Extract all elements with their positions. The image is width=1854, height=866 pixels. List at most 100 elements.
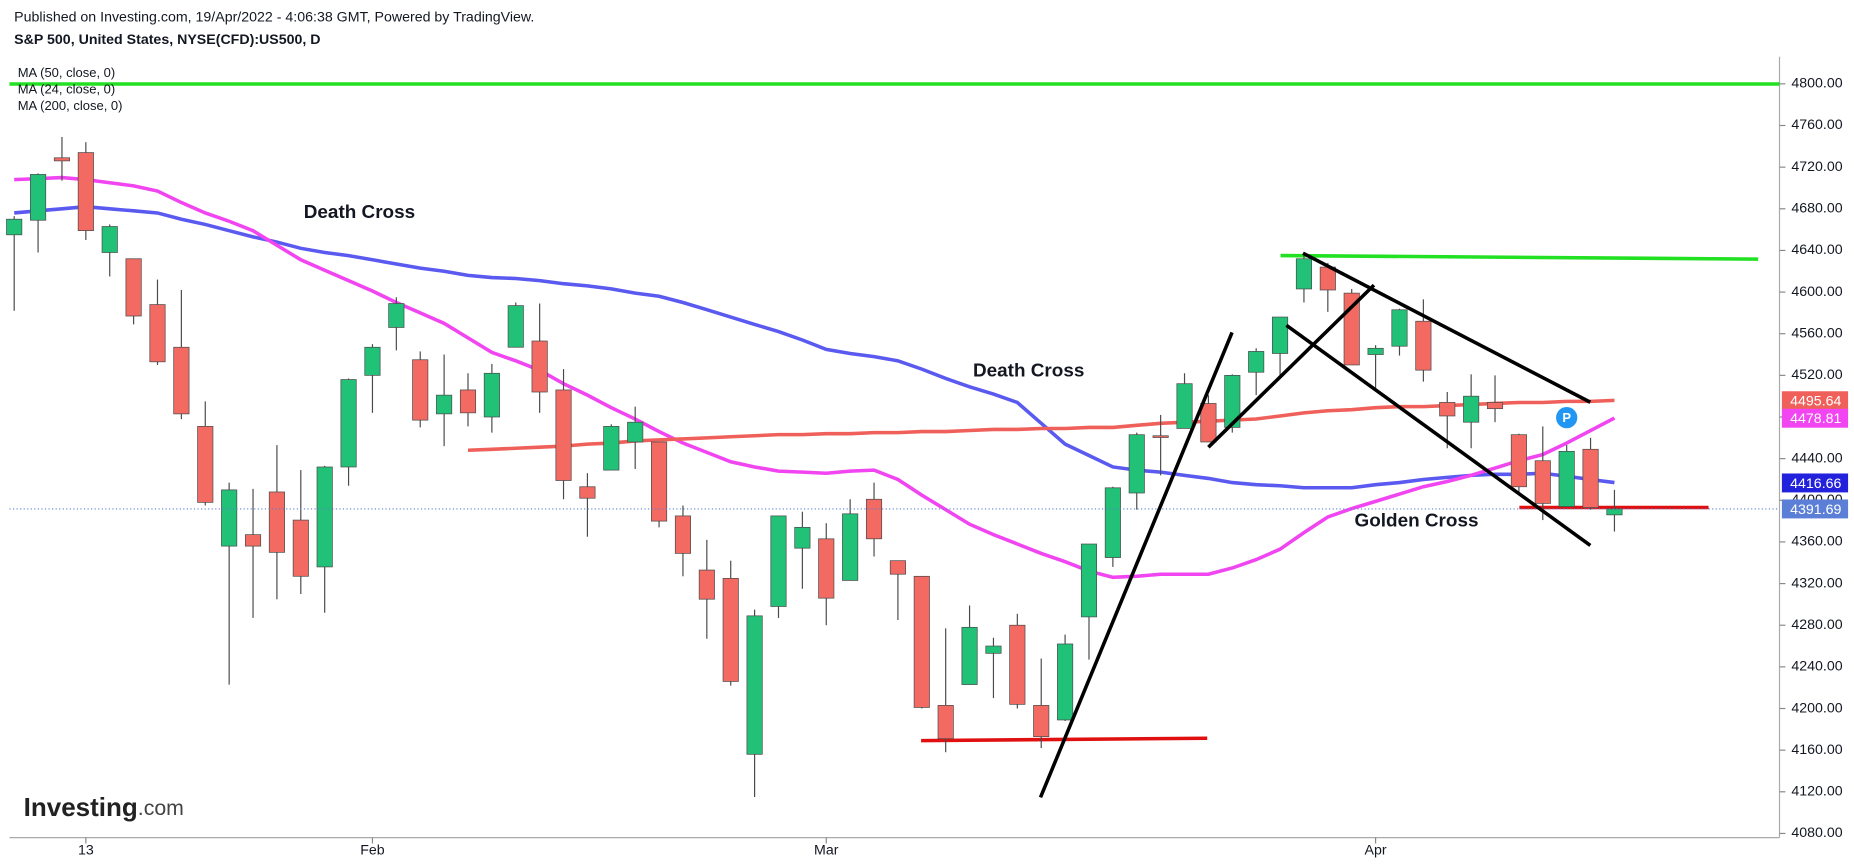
candle-body (1057, 643, 1074, 721)
candle-body (913, 575, 930, 708)
symbol-title: S&P 500, United States, NYSE(CFD):US500,… (14, 32, 320, 48)
candle-body (364, 346, 381, 376)
candle-body (674, 515, 691, 554)
candle-body (1272, 316, 1289, 354)
candle-body (507, 305, 524, 348)
candle-body (459, 389, 477, 414)
candle-body (1534, 460, 1551, 504)
candle-body (125, 258, 142, 317)
watermark-main: Investing (24, 792, 138, 822)
candle-body (1367, 347, 1384, 355)
candle-body (1200, 403, 1217, 443)
x-tick-label: Mar (814, 842, 839, 858)
candle-body (889, 560, 906, 575)
candle-body (221, 489, 238, 547)
candle-body (865, 498, 883, 540)
candle-body (268, 491, 285, 553)
y-tick-label: 4320.00 (1791, 575, 1842, 591)
watermark: Investing.com (24, 792, 184, 822)
trend-line (1302, 251, 1592, 404)
legend-entry: MA (200, close, 0) (18, 98, 123, 113)
candle-body (77, 152, 94, 232)
candle-body (412, 359, 429, 421)
y-tick-label: 4680.00 (1791, 201, 1842, 217)
candle-body (1582, 448, 1599, 508)
legend-entry: MA (50, close, 0) (18, 65, 116, 80)
price-label: 4416.66 (1790, 476, 1841, 492)
candle-body (1128, 434, 1145, 494)
y-tick-label: 4160.00 (1791, 742, 1842, 758)
plot: 4080.00 4120.00 4160.00 4200.00 4240.00 4280.… (6, 65, 1849, 858)
candle-body (1558, 451, 1575, 507)
candle-body (770, 515, 787, 607)
candle-body (197, 426, 214, 503)
marker[interactable] (1556, 406, 1578, 429)
candle-body (531, 340, 548, 393)
y-tick-label: 4280.00 (1791, 617, 1842, 633)
price-label: 4478.81 (1790, 411, 1841, 427)
candle-body (483, 372, 500, 418)
trend-line (1038, 331, 1234, 799)
candle-body (1510, 434, 1527, 488)
candle-body (1606, 508, 1623, 516)
annotation: Death Cross (973, 360, 1084, 381)
watermark-suffix: .com (138, 796, 184, 820)
candle-body (698, 569, 715, 600)
candle-body (1080, 543, 1098, 618)
trend-line (1280, 253, 1759, 261)
candle-body (1152, 435, 1169, 438)
candle-body (985, 645, 1002, 654)
price-label: 4495.64 (1790, 394, 1841, 410)
candle-body (340, 379, 357, 468)
price-label-box (1781, 473, 1849, 493)
candle-body (1248, 351, 1265, 373)
y-tick-label: 4520.00 (1791, 367, 1842, 383)
moving-average (14, 204, 1615, 490)
y-tick-label: 4080.00 (1791, 825, 1842, 841)
candle-body (579, 486, 596, 499)
candle-body (1224, 375, 1241, 428)
legend-entry: MA (24, close, 0) (18, 81, 116, 96)
candle-body (292, 519, 309, 577)
candle-body (746, 615, 763, 755)
candle-body (244, 534, 262, 547)
y-tick-label: 4360.00 (1791, 534, 1842, 550)
candle-body (555, 389, 572, 481)
y-tick-label: 4240.00 (1791, 659, 1842, 675)
moving-average (467, 398, 1615, 453)
price-label-box (1781, 408, 1849, 428)
candle-body (101, 226, 118, 253)
x-tick-label: Feb (360, 842, 385, 858)
trend-line (1207, 283, 1376, 449)
candle-body (1176, 383, 1193, 429)
y-tick-label: 4640.00 (1791, 242, 1842, 258)
candle-body (603, 426, 620, 471)
candle-body (1295, 258, 1312, 290)
x-tick-label: Apr (1365, 842, 1387, 858)
candle-body (627, 421, 644, 443)
candle-body (30, 174, 47, 221)
y-tick-label: 4600.00 (1791, 284, 1842, 300)
candle-body (173, 346, 190, 415)
candle-body (316, 466, 333, 568)
candle-body (1104, 487, 1121, 558)
marker-label: P (1562, 410, 1571, 425)
trend-line (1285, 323, 1592, 547)
price-label-box (1781, 499, 1849, 519)
moving-average (14, 175, 1616, 580)
candle-body (1463, 395, 1480, 423)
y-tick-label: 4200.00 (1791, 700, 1842, 716)
candle-body (818, 538, 835, 599)
annotation: Golden Cross (1355, 511, 1479, 532)
y-tick-label: 4440.00 (1791, 450, 1842, 466)
y-tick-label: 4800.00 (1791, 76, 1842, 92)
annotation: Death Cross (304, 202, 415, 223)
candle-body (794, 527, 811, 549)
price-label-box (1781, 391, 1849, 411)
candle-body (651, 441, 668, 522)
candle-body (436, 394, 453, 415)
candle-body (961, 626, 978, 685)
y-tick-label: 4120.00 (1791, 784, 1842, 800)
